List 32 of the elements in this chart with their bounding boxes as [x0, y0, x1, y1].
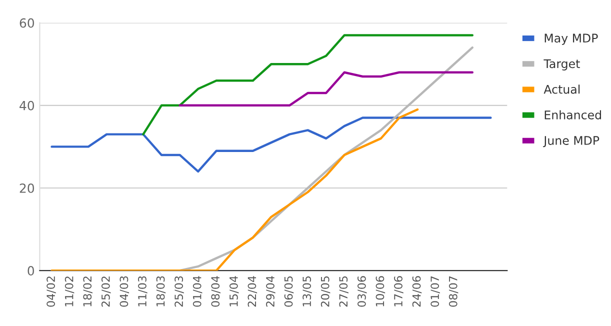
x-tick-label: 06/05: [284, 276, 294, 307]
y-tick-label: 20: [20, 183, 34, 193]
x-tick-label: 15/04: [229, 276, 239, 306]
x-tick-label: 24/06: [412, 276, 422, 307]
x-tick-label: 03/06: [357, 276, 367, 307]
legend-label: Actual: [544, 84, 580, 94]
x-tick-label: 25/03: [174, 276, 184, 307]
x-tick-label: 01/04: [192, 276, 202, 307]
x-tick-label: 08/04: [211, 276, 220, 307]
x-tick-label: 01/07: [430, 276, 440, 307]
x-tick-label: 22/04: [248, 276, 258, 307]
x-tick-label: 25/02: [101, 276, 111, 307]
x-tick-label: 20/05: [320, 276, 330, 307]
x-tick-label: 27/05: [339, 276, 348, 307]
legend-label: May MDP: [544, 34, 598, 45]
legend-label: Target: [544, 59, 580, 70]
x-tick-label: 18/03: [156, 276, 166, 306]
x-tick-label: 11/03: [138, 276, 148, 306]
y-tick-label: 40: [20, 100, 34, 110]
x-tick-label: 04/02: [46, 276, 56, 307]
x-tick-label: 13/05: [302, 276, 312, 306]
x-tick-label: 17/06: [394, 276, 404, 306]
y-tick-label: 60: [20, 18, 34, 28]
x-tick-label: 08/07: [448, 276, 458, 307]
x-tick-label: 18/02: [83, 276, 92, 306]
x-tick-label: 04/03: [120, 276, 130, 307]
y-tick-label: 0: [28, 266, 34, 276]
legend-label: June MDP: [543, 136, 600, 148]
legend-label: Enhanced: [544, 110, 601, 120]
x-tick-label: 11/02: [64, 276, 74, 306]
x-tick-label: 29/04: [266, 276, 276, 307]
x-tick-label: 10/06: [376, 276, 386, 306]
